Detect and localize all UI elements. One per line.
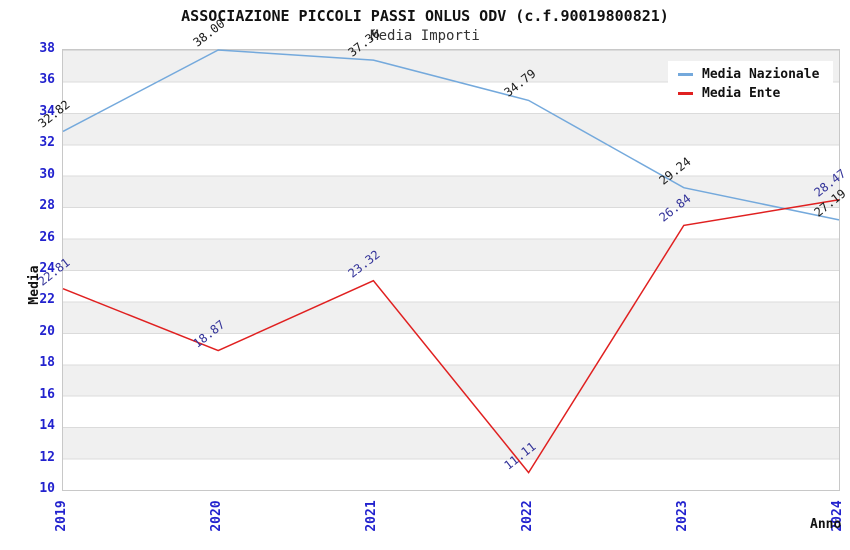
y-tick-label: 24 [39, 261, 55, 276]
legend-item: Media Nazionale [678, 65, 819, 84]
x-tick-label: 2020 [209, 500, 225, 532]
y-tick-label: 30 [39, 166, 55, 182]
legend-label: Media Ente [702, 86, 781, 101]
chart-subtitle: Media Importi [370, 28, 480, 44]
y-tick-label: 16 [39, 386, 55, 402]
x-tick-label: 2022 [519, 500, 535, 532]
y-tick-label: 38 [39, 41, 55, 56]
y-tick-label: 18 [39, 355, 55, 371]
x-tick-label: 2021 [364, 500, 380, 532]
y-tick-label: 32 [39, 135, 55, 151]
y-axis-title: Media [27, 265, 42, 305]
x-tick-label: 2019 [54, 500, 69, 532]
y-tick-label: 14 [39, 418, 55, 434]
y-tick-label: 12 [39, 449, 55, 465]
line-series-canvas [62, 49, 840, 474]
chart-title: ASSOCIAZIONE PICCOLI PASSI ONLUS ODV (c.… [181, 7, 669, 25]
y-tick-label: 28 [39, 198, 55, 214]
x-axis-title: Anno [810, 517, 842, 532]
series-line-media-ente [62, 199, 840, 474]
legend-swatch [678, 92, 693, 95]
legend-swatch [678, 73, 693, 76]
legend-item: Media Ente [678, 84, 819, 103]
y-tick-label: 36 [39, 72, 55, 88]
y-tick-label: 34 [39, 103, 55, 119]
plot-area [62, 49, 840, 491]
y-tick-label: 20 [39, 323, 55, 339]
series-line-media-nazionale [62, 49, 840, 221]
y-tick-label: 10 [39, 481, 55, 496]
legend: Media Nazionale Media Ente [668, 61, 834, 109]
legend-label: Media Nazionale [702, 67, 820, 82]
y-tick-label: 22 [39, 292, 55, 308]
y-tick-label: 26 [39, 229, 55, 245]
x-tick-label: 2023 [674, 500, 690, 532]
